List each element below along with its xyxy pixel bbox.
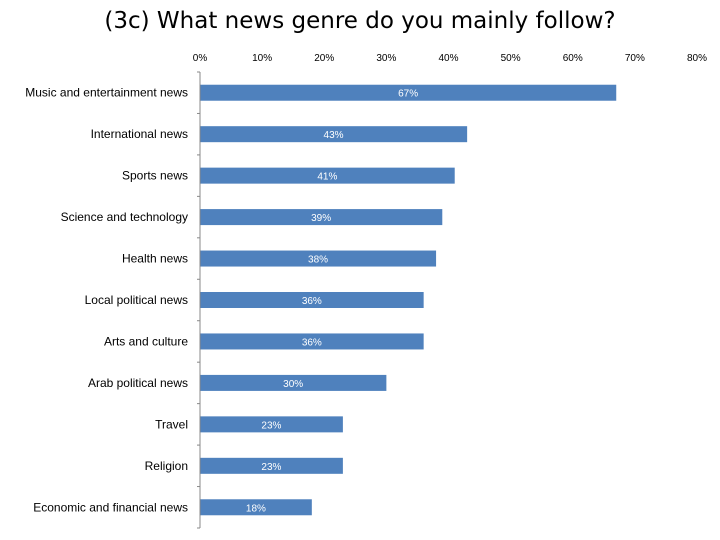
chart-title: (3c) What news genre do you mainly follo… xyxy=(104,8,616,34)
category-label: Economic and financial news xyxy=(33,500,188,514)
x-tick-label: 80% xyxy=(687,53,707,64)
bar xyxy=(200,250,437,267)
category-label: International news xyxy=(91,127,188,141)
x-tick-label: 10% xyxy=(252,53,272,64)
bar xyxy=(200,374,387,391)
bar xyxy=(200,457,343,474)
x-tick-label: 20% xyxy=(314,53,334,64)
bars: 67% 43% 41% 39% 38% 36% 36% 30% 23% 23% 18% xyxy=(200,84,617,516)
bar xyxy=(200,84,617,101)
category-labels: Music and entertainment news Internationa… xyxy=(25,86,188,515)
bar xyxy=(200,209,443,226)
x-axis: 0% 10% 20% 30% 40% 50% 60% 70% 80% xyxy=(193,53,707,529)
data-label: 41% xyxy=(317,172,337,183)
data-label: 23% xyxy=(261,462,281,473)
data-label: 36% xyxy=(302,296,322,307)
category-label: Science and technology xyxy=(61,210,188,224)
x-tick-label: 0% xyxy=(193,53,208,64)
data-label: 23% xyxy=(261,420,281,431)
category-label: Religion xyxy=(145,459,188,473)
category-label: Music and entertainment news xyxy=(25,86,188,100)
category-label: Sports news xyxy=(122,169,188,183)
bar xyxy=(200,499,312,516)
x-tick-label: 60% xyxy=(563,53,583,64)
bar xyxy=(200,292,424,308)
data-label: 43% xyxy=(324,130,344,141)
category-label: Local political news xyxy=(85,293,188,307)
category-label: Arab political news xyxy=(88,376,188,390)
data-label: 18% xyxy=(246,503,266,514)
x-tick-label: 70% xyxy=(625,53,645,64)
bar xyxy=(200,167,455,184)
data-label: 39% xyxy=(311,213,331,224)
x-tick-label: 50% xyxy=(501,53,521,64)
data-label: 67% xyxy=(398,89,418,100)
bar xyxy=(200,126,468,143)
x-tick-label: 30% xyxy=(376,53,396,64)
data-label: 30% xyxy=(283,379,303,390)
data-label: 36% xyxy=(302,337,322,348)
category-label: Travel xyxy=(155,417,188,431)
bar xyxy=(200,333,424,350)
category-label: Health news xyxy=(122,252,188,266)
data-label: 38% xyxy=(308,255,328,266)
x-tick-label: 40% xyxy=(438,53,458,64)
bar xyxy=(200,416,343,433)
category-label: Arts and culture xyxy=(104,334,188,348)
